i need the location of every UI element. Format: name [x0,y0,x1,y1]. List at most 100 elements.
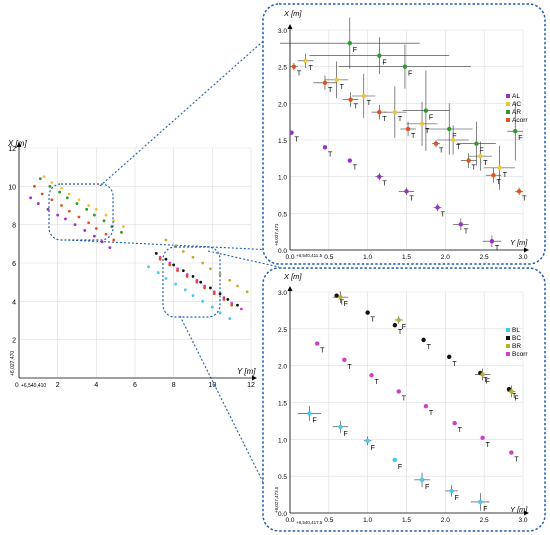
overview-point-bl [210,305,214,309]
panel-a-point-al [458,222,464,227]
panel-a-point-label: T [309,65,314,72]
overview-point-bcorr2 [195,280,199,284]
overview-point-bcorr2 [230,303,234,307]
panel-b-x-axis-arrow [524,510,529,516]
overview-y-tick-label: 12 [8,146,16,153]
overview-point-bcorr [203,284,207,288]
panel-b-point-bl [419,477,425,483]
overview-point-ac [104,213,108,217]
panel-a-point-label: T [354,104,359,111]
panel-b-point-label: F [398,464,402,471]
overview-point-bc [209,286,212,290]
panel-a-point-label: F [382,60,386,67]
panel-a-legend-swatch [506,102,510,106]
panel-b-point-bc [421,337,426,343]
overview-point-bc [191,275,195,278]
panel-a-point-label: T [441,211,446,218]
panel-a-point-acorr [466,158,471,163]
panel-b-point-bl [478,499,483,505]
panel-b-point-label: F [425,484,429,491]
overview-point-br [191,255,195,259]
panel-a-point-ar [447,126,452,132]
overview-point-bl [147,265,150,269]
panel-b-point-label: F [343,301,347,308]
panel-a-point-al [435,205,440,210]
overview-point-bl [156,271,160,274]
panel-a-point-acorr [405,126,411,132]
panel-a-x-axis-label: Y [m] [510,238,528,247]
overview-point-br [164,238,168,242]
panel-b-x-tick-label: 2.5 [480,517,489,524]
panel-a-point-label: T [425,128,430,135]
panel-b-point-label: T [429,410,434,417]
overview-point-bcorr [239,307,243,311]
overview-point-al [73,223,77,227]
panel-b-y-axis-arrow [287,286,293,291]
panel-a-point-ac [450,137,456,143]
panel-a-y-axis-arrow [287,24,293,29]
overview-point-bl [218,311,222,315]
panel-a-point-ac [419,121,425,127]
overview-point-bcorr2 [222,298,226,301]
panel-a-point-label: F [518,135,522,142]
overview-point-ac [67,192,71,196]
panel-a-point-label: T [382,181,387,188]
overview-point-al [29,196,32,200]
panel-a-point-label: T [483,160,488,167]
panel-b-point-label: T [340,300,345,307]
panel-b-point-label: T [486,442,491,449]
panel-a-point-label: F [408,71,412,78]
panel-b-point-label: T [398,329,403,336]
overview-point-acorr [94,227,98,230]
panel-b-point-label: T [458,427,463,434]
overview-point-acorr [112,238,116,242]
panel-a-point-label: F [353,47,357,54]
panel-b-legend-label: Bcorr [512,351,528,358]
panel-b-y-tick-label: 0.0 [278,511,287,518]
panel-b-point-label: T [483,377,488,384]
panel-a-point-al [347,158,353,163]
panel-b-x-tick-label: 1.0 [363,517,372,524]
panel-b-point-br [338,294,343,300]
overview-point-al [46,207,50,211]
overview-point-acorr [77,215,81,219]
overview-x-axis-arrow [252,375,257,381]
panel-b-point-bcorr [342,357,347,362]
panel-b-point-br [480,372,485,377]
panel-a-point-label: T [295,137,300,144]
panel-a-x-tick-label: 0.5 [324,254,333,261]
overview-point-bcorr2 [158,257,162,261]
zoom-panel-b-frame [262,267,546,532]
overview-point-bc [226,298,230,301]
overview-point-acorr [50,198,54,202]
overview-point-bcorr [176,267,179,271]
panel-a-legend-swatch [506,110,510,114]
panel-b-legend-label: BL [512,327,520,334]
overview-point-bcorr2 [203,286,207,290]
panel-a-point-ac [478,153,483,159]
overview-point-al [93,234,96,238]
overview-point-bcorr2 [176,269,179,273]
zoom-panel-b: X [m] Y [m] +6,540,417.5 +6,027,473.5 0.… [274,272,529,525]
panel-a-point-label: T [503,172,508,179]
overview-point-al [100,240,104,244]
overview-point-br [181,250,185,253]
overview-point-al [108,246,112,250]
panel-a-point-acorr [291,64,297,69]
overview-point-ac [77,198,81,202]
zoom-panel-a-frame [262,3,546,265]
overview-point-bcorr2 [168,263,172,267]
panel-b-y-tick-label: 2.0 [278,364,287,371]
panel-a-x-tick-label: 2.0 [441,254,450,261]
overview-point-bcorr [230,301,234,305]
overview-point-bl [183,288,187,292]
panel-a-legend-swatch [506,94,510,98]
panel-a-x-tick-label: 0.0 [285,254,294,261]
panel-b-point-label: T [320,348,325,355]
panel-a-point-ar [402,64,408,69]
overview-x-tick-label: 10 [208,382,216,389]
panel-b-point-bl [392,457,398,463]
panel-b-y-tick-label: 1.0 [278,437,287,444]
overview-point-acorr [40,192,44,196]
